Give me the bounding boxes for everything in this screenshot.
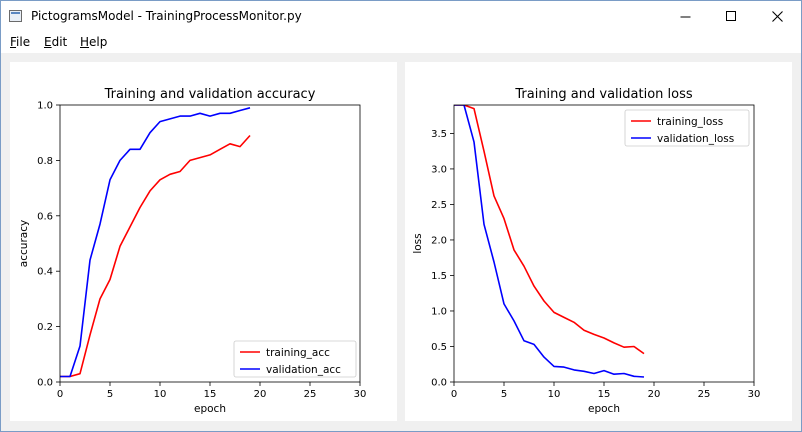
accuracy-y-tick-label: 0.6 xyxy=(37,211,53,222)
accuracy-y-tick-label: 0.4 xyxy=(37,267,53,278)
accuracy-x-tick-label: 20 xyxy=(254,389,267,400)
menu-file-label: ile xyxy=(16,35,31,49)
accuracy-series-line-training_acc xyxy=(60,134,251,378)
loss-series-line-validation_loss xyxy=(454,105,645,378)
maximize-button[interactable] xyxy=(709,1,755,32)
loss-chart: Training and validation loss 0 5 10 15 20 25 30… xyxy=(412,87,761,415)
loss-y-tick-label: 1.5 xyxy=(431,271,447,282)
accuracy-x-tick-label: 30 xyxy=(354,389,367,400)
app-window-icon[interactable] xyxy=(9,10,22,22)
loss-chart-panel: Training and validation loss 0 5 10 15 20 25 30… xyxy=(405,62,792,421)
menu-file[interactable]: File xyxy=(10,35,30,49)
loss-x-tick-label: 30 xyxy=(748,389,761,400)
accuracy-chart-panel: Training and validation accuracy 0 5 10 15 20… xyxy=(10,62,397,421)
accuracy-x-tick-label: 5 xyxy=(107,389,113,400)
menu-file-mnemonic: F xyxy=(10,35,17,49)
accuracy-y-tick-label: 0.2 xyxy=(37,322,53,333)
loss-x-tick-label: 5 xyxy=(501,389,507,400)
accuracy-x-axis-label: epoch xyxy=(194,403,226,415)
loss-x-tick-label: 10 xyxy=(548,389,561,400)
close-icon xyxy=(772,11,783,22)
accuracy-series-line-validation_acc xyxy=(60,107,251,378)
loss-y-tick-label: 3.0 xyxy=(431,164,447,175)
loss-axes-frame xyxy=(453,104,755,383)
loss-y-tick-label: 0.5 xyxy=(431,342,447,353)
accuracy-chart: Training and validation accuracy 0 5 10 15 20… xyxy=(18,87,367,415)
loss-series-line-training_loss xyxy=(454,105,645,355)
accuracy-y-tick-label: 0.0 xyxy=(37,378,53,389)
loss-legend-label-training_loss: training_loss xyxy=(657,116,723,128)
loss-chart-title: Training and validation loss xyxy=(514,87,692,102)
accuracy-legend-label-training_acc: training_acc xyxy=(266,347,330,359)
menu-edit-mnemonic: E xyxy=(44,35,52,49)
accuracy-chart-title: Training and validation accuracy xyxy=(104,87,316,102)
accuracy-x-tick-label: 15 xyxy=(204,389,217,400)
accuracy-x-tick-label: 25 xyxy=(304,389,317,400)
minimize-icon xyxy=(680,16,691,18)
accuracy-legend-label-validation_acc: validation_acc xyxy=(266,364,341,376)
loss-legend-label-validation_loss: validation_loss xyxy=(657,133,734,145)
window-title: PictogramsModel - TrainingProcessMonitor… xyxy=(31,9,302,23)
accuracy-legend-box xyxy=(233,340,357,378)
minimize-button[interactable] xyxy=(663,1,709,32)
accuracy-y-tick-label: 1.0 xyxy=(37,101,53,112)
loss-x-axis-label: epoch xyxy=(588,403,620,415)
menu-help-label: elp xyxy=(89,35,108,49)
accuracy-x-tick-label: 0 xyxy=(57,389,63,400)
loss-x-tick-label: 15 xyxy=(598,389,611,400)
menu-help[interactable]: Help xyxy=(80,35,107,49)
maximize-icon xyxy=(726,11,736,21)
accuracy-y-tick-label: 0.8 xyxy=(37,156,53,167)
loss-y-tick-label: 0.0 xyxy=(431,378,447,389)
accuracy-axes-frame xyxy=(59,104,361,383)
loss-y-tick-label: 2.5 xyxy=(431,200,447,211)
loss-y-tick-label: 3.5 xyxy=(431,129,447,140)
accuracy-y-axis-label: accuracy xyxy=(18,220,30,267)
loss-x-tick-label: 20 xyxy=(648,389,661,400)
loss-x-tick-label: 0 xyxy=(451,389,457,400)
loss-legend-box xyxy=(624,109,750,147)
loss-y-tick-label: 1.0 xyxy=(431,306,447,317)
loss-y-axis-label: loss xyxy=(412,233,424,253)
menu-edit-label: dit xyxy=(51,35,68,49)
loss-x-tick-label: 25 xyxy=(698,389,711,400)
menu-bar: File Edit Help xyxy=(1,32,801,53)
menu-help-mnemonic: H xyxy=(80,35,90,49)
title-bar[interactable]: PictogramsModel - TrainingProcessMonitor… xyxy=(1,1,801,32)
close-button[interactable] xyxy=(755,1,801,32)
accuracy-x-tick-label: 10 xyxy=(154,389,167,400)
loss-y-tick-label: 2.0 xyxy=(431,235,447,246)
menu-edit[interactable]: Edit xyxy=(44,35,67,49)
